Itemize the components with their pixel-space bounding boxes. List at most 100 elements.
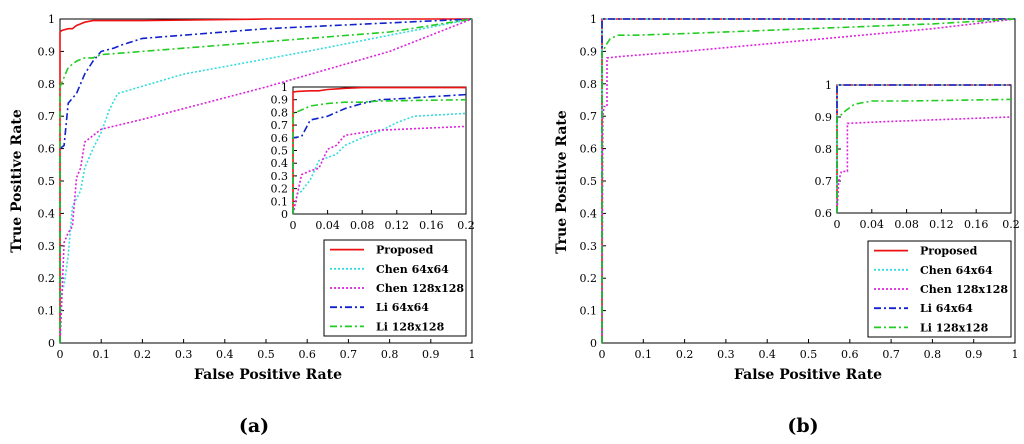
legend-label-b: Proposed (920, 245, 978, 258)
inset-a-y-tick-label: 0.6 (271, 132, 289, 145)
inset-b-y-tick-label: 0.8 (815, 143, 833, 156)
main-b-y-tick-label: 0.6 (580, 143, 598, 156)
legend-label-a: Chen 64x64 (376, 263, 449, 276)
inset-series-line-li-128x128-b (836, 98, 1012, 213)
main-a-y-tick-label: 0.9 (38, 45, 56, 58)
inset-b-x-tick-label: 0.16 (964, 218, 989, 231)
main-a-x-tick-label: 0 (57, 348, 64, 361)
inset-a-x-tick-label: 0.2 (457, 219, 475, 232)
main-a-x-tick-label: 0.2 (134, 348, 152, 361)
inset-a-y-tick-label: 0.5 (271, 145, 289, 158)
panel-caption-a: (a) (239, 415, 269, 437)
main-a-y-tick-label: 0 (48, 337, 55, 350)
legend-label-b: Chen 64x64 (920, 264, 993, 277)
inset-a-y-tick-label: 0.4 (271, 157, 289, 170)
series-line-li-128x128-a (59, 18, 473, 343)
inset-series-line-li-64x64-a (292, 93, 467, 214)
inset-series-line-chen-128x128-a (292, 125, 467, 215)
inset-b-y-tick-label: 0.6 (815, 207, 833, 220)
legend-label-a: Proposed (376, 244, 434, 257)
legend-label-b: Chen 128x128 (920, 283, 1008, 296)
x-axis-label-a: False Positive Rate (194, 367, 342, 383)
inset-a-x-tick-label: 0.04 (315, 219, 340, 232)
main-b-y-tick-label: 0 (590, 337, 597, 350)
series-line-proposed-a (59, 18, 472, 343)
main-b-x-tick-label: 0.6 (841, 348, 859, 361)
inset-a-x-tick-label: 0 (290, 219, 297, 232)
series-line-li-128x128-b (601, 18, 1016, 343)
roc-panel-a: False Positive Rate True Positive Rate (… (9, 13, 476, 437)
inset-b-x-tick-label: 0.08 (894, 218, 919, 231)
main-a-y-tick-label: 1 (48, 13, 55, 26)
main-b-x-tick-label: 1 (1012, 348, 1019, 361)
inset-b-y-tick-label: 0.7 (815, 175, 833, 188)
inset-a-x-tick-label: 0.16 (419, 219, 444, 232)
main-b-y-tick-label: 0.8 (580, 78, 598, 91)
inset-series-line-chen-64x64-a (292, 112, 467, 215)
main-b-y-tick-label: 0.7 (580, 110, 598, 123)
main-b-y-tick-label: 0.4 (580, 207, 598, 220)
inset-a-y-tick-label: 0.3 (271, 170, 289, 183)
main-a-x-tick-label: 0.5 (257, 348, 275, 361)
legend-label-b: Li 64x64 (920, 302, 973, 315)
inset-series-line-proposed-a (292, 86, 466, 214)
series-line-li-64x64-a (59, 18, 473, 343)
inset-a-y-tick-label: 0.2 (271, 183, 289, 196)
main-a-y-tick-label: 0.1 (38, 305, 56, 318)
main-b-x-tick-label: 0.4 (758, 348, 776, 361)
main-a-x-tick-label: 0.6 (298, 348, 316, 361)
main-a-y-tick-label: 0.5 (38, 175, 56, 188)
series-line-chen-64x64-a (59, 18, 473, 344)
x-axis-label-b: False Positive Rate (734, 367, 882, 383)
inset-a-y-tick-label: 0.8 (271, 106, 289, 119)
main-b-x-tick-label: 0.8 (924, 348, 942, 361)
inset-a-axes-frame (292, 86, 467, 215)
inset-series-line-chen-128x128-b (836, 116, 1012, 214)
main-b-y-tick-label: 0.9 (580, 45, 598, 58)
inset-b-axes-frame (836, 84, 1012, 214)
inset-series-line-li-128x128-a (292, 98, 467, 214)
main-b-y-tick-label: 0.2 (580, 272, 598, 285)
main-b-x-tick-label: 0.9 (965, 348, 983, 361)
main-b-x-tick-label: 0 (599, 348, 606, 361)
main-a-x-tick-label: 0.7 (340, 348, 358, 361)
inset-b-x-tick-label: 0.12 (929, 218, 954, 231)
main-a-x-tick-label: 0.3 (175, 348, 193, 361)
main-b-x-tick-label: 0.5 (800, 348, 818, 361)
main-b-y-tick-label: 0.1 (580, 305, 598, 318)
main-b-y-tick-label: 0.5 (580, 175, 598, 188)
inset-b-y-tick-label: 1 (825, 79, 832, 92)
main-a-x-tick-label: 0.8 (381, 348, 399, 361)
main-b-x-tick-label: 0.3 (717, 348, 735, 361)
inset-a-y-tick-label: 0 (281, 208, 288, 221)
legend-label-a: Li 128x128 (376, 320, 445, 333)
main-a-x-tick-label: 0.9 (422, 348, 440, 361)
series-line-chen-128x128-a (59, 18, 473, 344)
legend-label-a: Li 64x64 (376, 301, 429, 314)
main-a-y-tick-label: 0.4 (38, 207, 56, 220)
inset-series-line-li-64x64-b (836, 84, 1011, 213)
main-b-y-tick-label: 0.3 (580, 240, 598, 253)
main-b-y-tick-label: 1 (590, 13, 597, 26)
inset-b-y-tick-label: 0.9 (815, 111, 833, 124)
inset-a-y-tick-label: 1 (281, 81, 288, 94)
y-axis-label-a: True Positive Rate (9, 109, 25, 253)
inset-a-x-tick-label: 0.12 (385, 219, 410, 232)
main-a-y-tick-label: 0.8 (38, 78, 56, 91)
roc-panel-b: False Positive Rate True Positive Rate (… (554, 13, 1020, 437)
legend-label-b: Li 128x128 (920, 321, 989, 334)
inset-a-x-tick-label: 0.08 (350, 219, 375, 232)
main-a-y-tick-label: 0.3 (38, 240, 56, 253)
inset-b-x-tick-label: 0.2 (1002, 218, 1020, 231)
main-b-x-tick-label: 0.1 (635, 348, 653, 361)
main-b-x-tick-label: 0.2 (676, 348, 694, 361)
inset-a-y-tick-label: 0.9 (271, 94, 289, 107)
panel-caption-b: (b) (787, 415, 818, 437)
main-a-x-tick-label: 0.1 (92, 348, 110, 361)
inset-b-x-tick-label: 0 (834, 218, 841, 231)
y-axis-label-b: True Positive Rate (554, 110, 570, 254)
main-a-y-tick-label: 0.2 (38, 272, 56, 285)
series-line-chen-128x128-b (601, 18, 1016, 344)
main-b-x-tick-label: 0.7 (882, 348, 900, 361)
